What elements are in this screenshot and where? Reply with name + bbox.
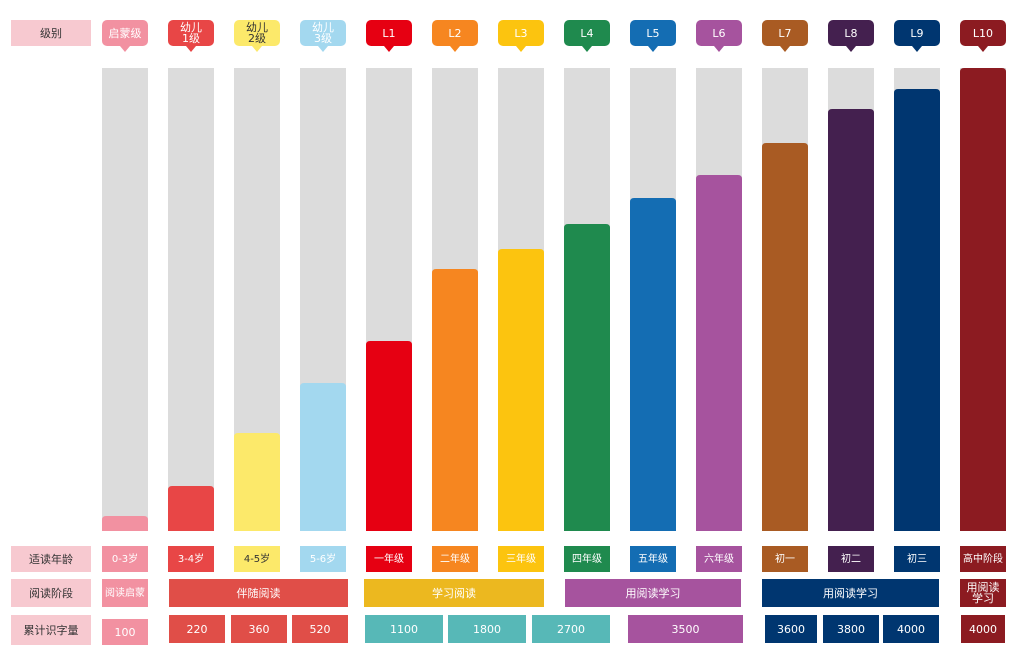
word-count-cell-11: 4000 (961, 615, 1005, 643)
stage-cell-1: 伴随阅读 (169, 579, 348, 607)
age-cell-7: 四年级 (564, 546, 610, 572)
level-badge-8: L5 (630, 20, 676, 52)
stage-cell-3: 用阅读学习 (565, 579, 741, 607)
word-count-cell-8: 3600 (765, 615, 817, 643)
word-count-cell-4: 1100 (365, 615, 443, 643)
bar-5 (432, 269, 478, 531)
word-count-cell-3: 520 (292, 615, 348, 643)
bar-7 (564, 224, 610, 531)
age-cell-1: 3-4岁 (168, 546, 214, 572)
word-count-cell-5: 1800 (448, 615, 526, 643)
level-badge-1: 幼儿 1级 (168, 20, 214, 52)
level-badge-7: L4 (564, 20, 610, 52)
age-cell-6: 三年级 (498, 546, 544, 572)
age-cell-5: 二年级 (432, 546, 478, 572)
age-cell-11: 初二 (828, 546, 874, 572)
level-badge-2: 幼儿 2级 (234, 20, 280, 52)
word-count-cell-6: 2700 (532, 615, 610, 643)
stage-cell-5: 用阅读 学习 (960, 579, 1006, 607)
word-count-cell-1: 220 (169, 615, 225, 643)
bar-6 (498, 249, 544, 531)
level-badge-11: L8 (828, 20, 874, 52)
bar-track-0 (102, 68, 148, 531)
age-cell-12: 初三 (894, 546, 940, 572)
bar-1 (168, 486, 214, 531)
word-count-cell-2: 360 (231, 615, 287, 643)
bar-10 (762, 143, 808, 531)
word-count-cell-7: 3500 (628, 615, 743, 643)
word-count-cell-9: 3800 (823, 615, 879, 643)
age-cell-4: 一年级 (366, 546, 412, 572)
age-cell-9: 六年级 (696, 546, 742, 572)
age-cell-8: 五年级 (630, 546, 676, 572)
bar-13 (960, 68, 1006, 531)
row-label-stage: 阅读阶段 (11, 579, 91, 607)
row-label-age: 适读年龄 (11, 546, 91, 572)
stage-cell-2: 学习阅读 (364, 579, 544, 607)
bar-3 (300, 383, 346, 531)
stage-cell-0: 阅读启蒙 (102, 579, 148, 607)
age-cell-3: 5-6岁 (300, 546, 346, 572)
level-badge-3: 幼儿 3级 (300, 20, 346, 52)
word-count-cell-10: 4000 (883, 615, 939, 643)
row-label-words: 累计识字量 (11, 615, 91, 645)
level-badge-10: L7 (762, 20, 808, 52)
stage-cell-4: 用阅读学习 (762, 579, 939, 607)
bar-0 (102, 516, 148, 531)
age-cell-2: 4-5岁 (234, 546, 280, 572)
level-badge-9: L6 (696, 20, 742, 52)
level-badge-13: L10 (960, 20, 1006, 52)
bar-2 (234, 433, 280, 531)
bar-8 (630, 198, 676, 531)
bar-4 (366, 341, 412, 531)
bar-12 (894, 89, 940, 531)
level-badge-0: 启蒙级 (102, 20, 148, 52)
bar-track-1 (168, 68, 214, 531)
level-badge-12: L9 (894, 20, 940, 52)
level-badge-6: L3 (498, 20, 544, 52)
bar-9 (696, 175, 742, 531)
row-label-level: 级别 (11, 20, 91, 46)
level-badge-5: L2 (432, 20, 478, 52)
level-badge-4: L1 (366, 20, 412, 52)
age-cell-10: 初一 (762, 546, 808, 572)
age-cell-0: 0-3岁 (102, 546, 148, 572)
word-count-cell-0: 100 (102, 619, 148, 645)
age-cell-13: 高中阶段 (960, 546, 1006, 572)
bar-11 (828, 109, 874, 531)
